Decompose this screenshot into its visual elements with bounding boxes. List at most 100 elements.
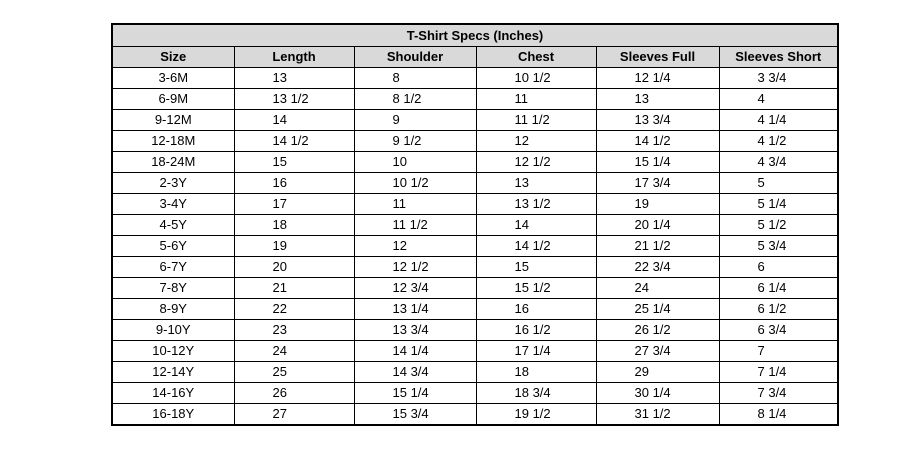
cell-chest: 10 1/2 xyxy=(475,67,597,89)
cell-shoulder: 8 1/2 xyxy=(353,88,477,110)
table-row: 12-18M 14 1/2 9 1/2 12 14 1/2 4 1/2 xyxy=(111,130,839,152)
cell-sleeves-full: 31 1/2 xyxy=(595,403,720,426)
cell-length: 14 xyxy=(233,109,355,131)
cell-sleeves-full: 13 3/4 xyxy=(595,109,720,131)
column-header-chest: Chest xyxy=(475,46,597,68)
cell-size: 12-14Y xyxy=(111,361,235,383)
column-header-sleeves-short: Sleeves Short xyxy=(718,46,839,68)
cell-shoulder: 13 1/4 xyxy=(353,298,477,320)
column-header-size: Size xyxy=(111,46,235,68)
column-header-length: Length xyxy=(233,46,355,68)
cell-sleeves-full: 27 3/4 xyxy=(595,340,720,362)
cell-shoulder: 8 xyxy=(353,67,477,89)
cell-shoulder: 14 3/4 xyxy=(353,361,477,383)
cell-length: 23 xyxy=(233,319,355,341)
cell-size: 18-24M xyxy=(111,151,235,173)
cell-shoulder: 12 1/2 xyxy=(353,256,477,278)
cell-sleeves-short: 3 3/4 xyxy=(718,67,839,89)
cell-size: 12-18M xyxy=(111,130,235,152)
cell-chest: 12 xyxy=(475,130,597,152)
cell-length: 17 xyxy=(233,193,355,215)
cell-chest: 16 xyxy=(475,298,597,320)
cell-length: 18 xyxy=(233,214,355,236)
cell-sleeves-short: 8 1/4 xyxy=(718,403,839,426)
column-header-shoulder: Shoulder xyxy=(353,46,477,68)
cell-size: 4-5Y xyxy=(111,214,235,236)
cell-size: 3-6M xyxy=(111,67,235,89)
cell-sleeves-full: 17 3/4 xyxy=(595,172,720,194)
cell-chest: 16 1/2 xyxy=(475,319,597,341)
cell-sleeves-short: 6 3/4 xyxy=(718,319,839,341)
table-row: 3-4Y 17 11 13 1/2 19 5 1/4 xyxy=(111,193,839,215)
cell-sleeves-short: 4 1/2 xyxy=(718,130,839,152)
table-row: 12-14Y 25 14 3/4 18 29 7 1/4 xyxy=(111,361,839,383)
column-header-sleeves-full: Sleeves Full xyxy=(595,46,720,68)
cell-sleeves-short: 6 1/4 xyxy=(718,277,839,299)
table-row: 8-9Y 22 13 1/4 16 25 1/4 6 1/2 xyxy=(111,298,839,320)
cell-size: 14-16Y xyxy=(111,382,235,404)
cell-length: 13 1/2 xyxy=(233,88,355,110)
cell-shoulder: 12 3/4 xyxy=(353,277,477,299)
cell-size: 5-6Y xyxy=(111,235,235,257)
cell-size: 2-3Y xyxy=(111,172,235,194)
cell-length: 15 xyxy=(233,151,355,173)
cell-sleeves-full: 14 1/2 xyxy=(595,130,720,152)
cell-length: 21 xyxy=(233,277,355,299)
cell-sleeves-short: 7 3/4 xyxy=(718,382,839,404)
cell-sleeves-full: 26 1/2 xyxy=(595,319,720,341)
cell-sleeves-full: 19 xyxy=(595,193,720,215)
cell-chest: 15 xyxy=(475,256,597,278)
cell-chest: 18 xyxy=(475,361,597,383)
cell-length: 24 xyxy=(233,340,355,362)
cell-length: 14 1/2 xyxy=(233,130,355,152)
table-row: 5-6Y 19 12 14 1/2 21 1/2 5 3/4 xyxy=(111,235,839,257)
cell-size: 16-18Y xyxy=(111,403,235,426)
cell-chest: 18 3/4 xyxy=(475,382,597,404)
cell-chest: 13 xyxy=(475,172,597,194)
table-row: 10-12Y 24 14 1/4 17 1/4 27 3/4 7 xyxy=(111,340,839,362)
cell-chest: 14 xyxy=(475,214,597,236)
cell-chest: 14 1/2 xyxy=(475,235,597,257)
cell-sleeves-short: 5 1/2 xyxy=(718,214,839,236)
cell-sleeves-short: 7 1/4 xyxy=(718,361,839,383)
cell-size: 8-9Y xyxy=(111,298,235,320)
cell-sleeves-full: 24 xyxy=(595,277,720,299)
table-row: 3-6M 13 8 10 1/2 12 1/4 3 3/4 xyxy=(111,67,839,89)
cell-sleeves-full: 25 1/4 xyxy=(595,298,720,320)
cell-sleeves-short: 4 xyxy=(718,88,839,110)
cell-sleeves-full: 15 1/4 xyxy=(595,151,720,173)
cell-shoulder: 15 1/4 xyxy=(353,382,477,404)
table-row: 9-12M 14 9 11 1/2 13 3/4 4 1/4 xyxy=(111,109,839,131)
cell-sleeves-full: 13 xyxy=(595,88,720,110)
cell-shoulder: 12 xyxy=(353,235,477,257)
cell-sleeves-short: 5 3/4 xyxy=(718,235,839,257)
cell-shoulder: 14 1/4 xyxy=(353,340,477,362)
cell-length: 26 xyxy=(233,382,355,404)
cell-shoulder: 9 xyxy=(353,109,477,131)
cell-chest: 11 xyxy=(475,88,597,110)
cell-chest: 11 1/2 xyxy=(475,109,597,131)
table-row: 7-8Y 21 12 3/4 15 1/2 24 6 1/4 xyxy=(111,277,839,299)
table-row: 6-7Y 20 12 1/2 15 22 3/4 6 xyxy=(111,256,839,278)
cell-shoulder: 11 1/2 xyxy=(353,214,477,236)
cell-length: 19 xyxy=(233,235,355,257)
cell-shoulder: 15 3/4 xyxy=(353,403,477,426)
cell-length: 22 xyxy=(233,298,355,320)
cell-sleeves-short: 6 xyxy=(718,256,839,278)
cell-shoulder: 10 xyxy=(353,151,477,173)
cell-shoulder: 13 3/4 xyxy=(353,319,477,341)
cell-sleeves-short: 5 1/4 xyxy=(718,193,839,215)
cell-sleeves-short: 4 1/4 xyxy=(718,109,839,131)
cell-sleeves-short: 7 xyxy=(718,340,839,362)
cell-shoulder: 9 1/2 xyxy=(353,130,477,152)
cell-size: 6-7Y xyxy=(111,256,235,278)
cell-sleeves-short: 4 3/4 xyxy=(718,151,839,173)
cell-length: 13 xyxy=(233,67,355,89)
cell-chest: 12 1/2 xyxy=(475,151,597,173)
cell-length: 16 xyxy=(233,172,355,194)
cell-size: 6-9M xyxy=(111,88,235,110)
cell-size: 3-4Y xyxy=(111,193,235,215)
table-row: 18-24M 15 10 12 1/2 15 1/4 4 3/4 xyxy=(111,151,839,173)
cell-chest: 19 1/2 xyxy=(475,403,597,426)
cell-length: 27 xyxy=(233,403,355,426)
